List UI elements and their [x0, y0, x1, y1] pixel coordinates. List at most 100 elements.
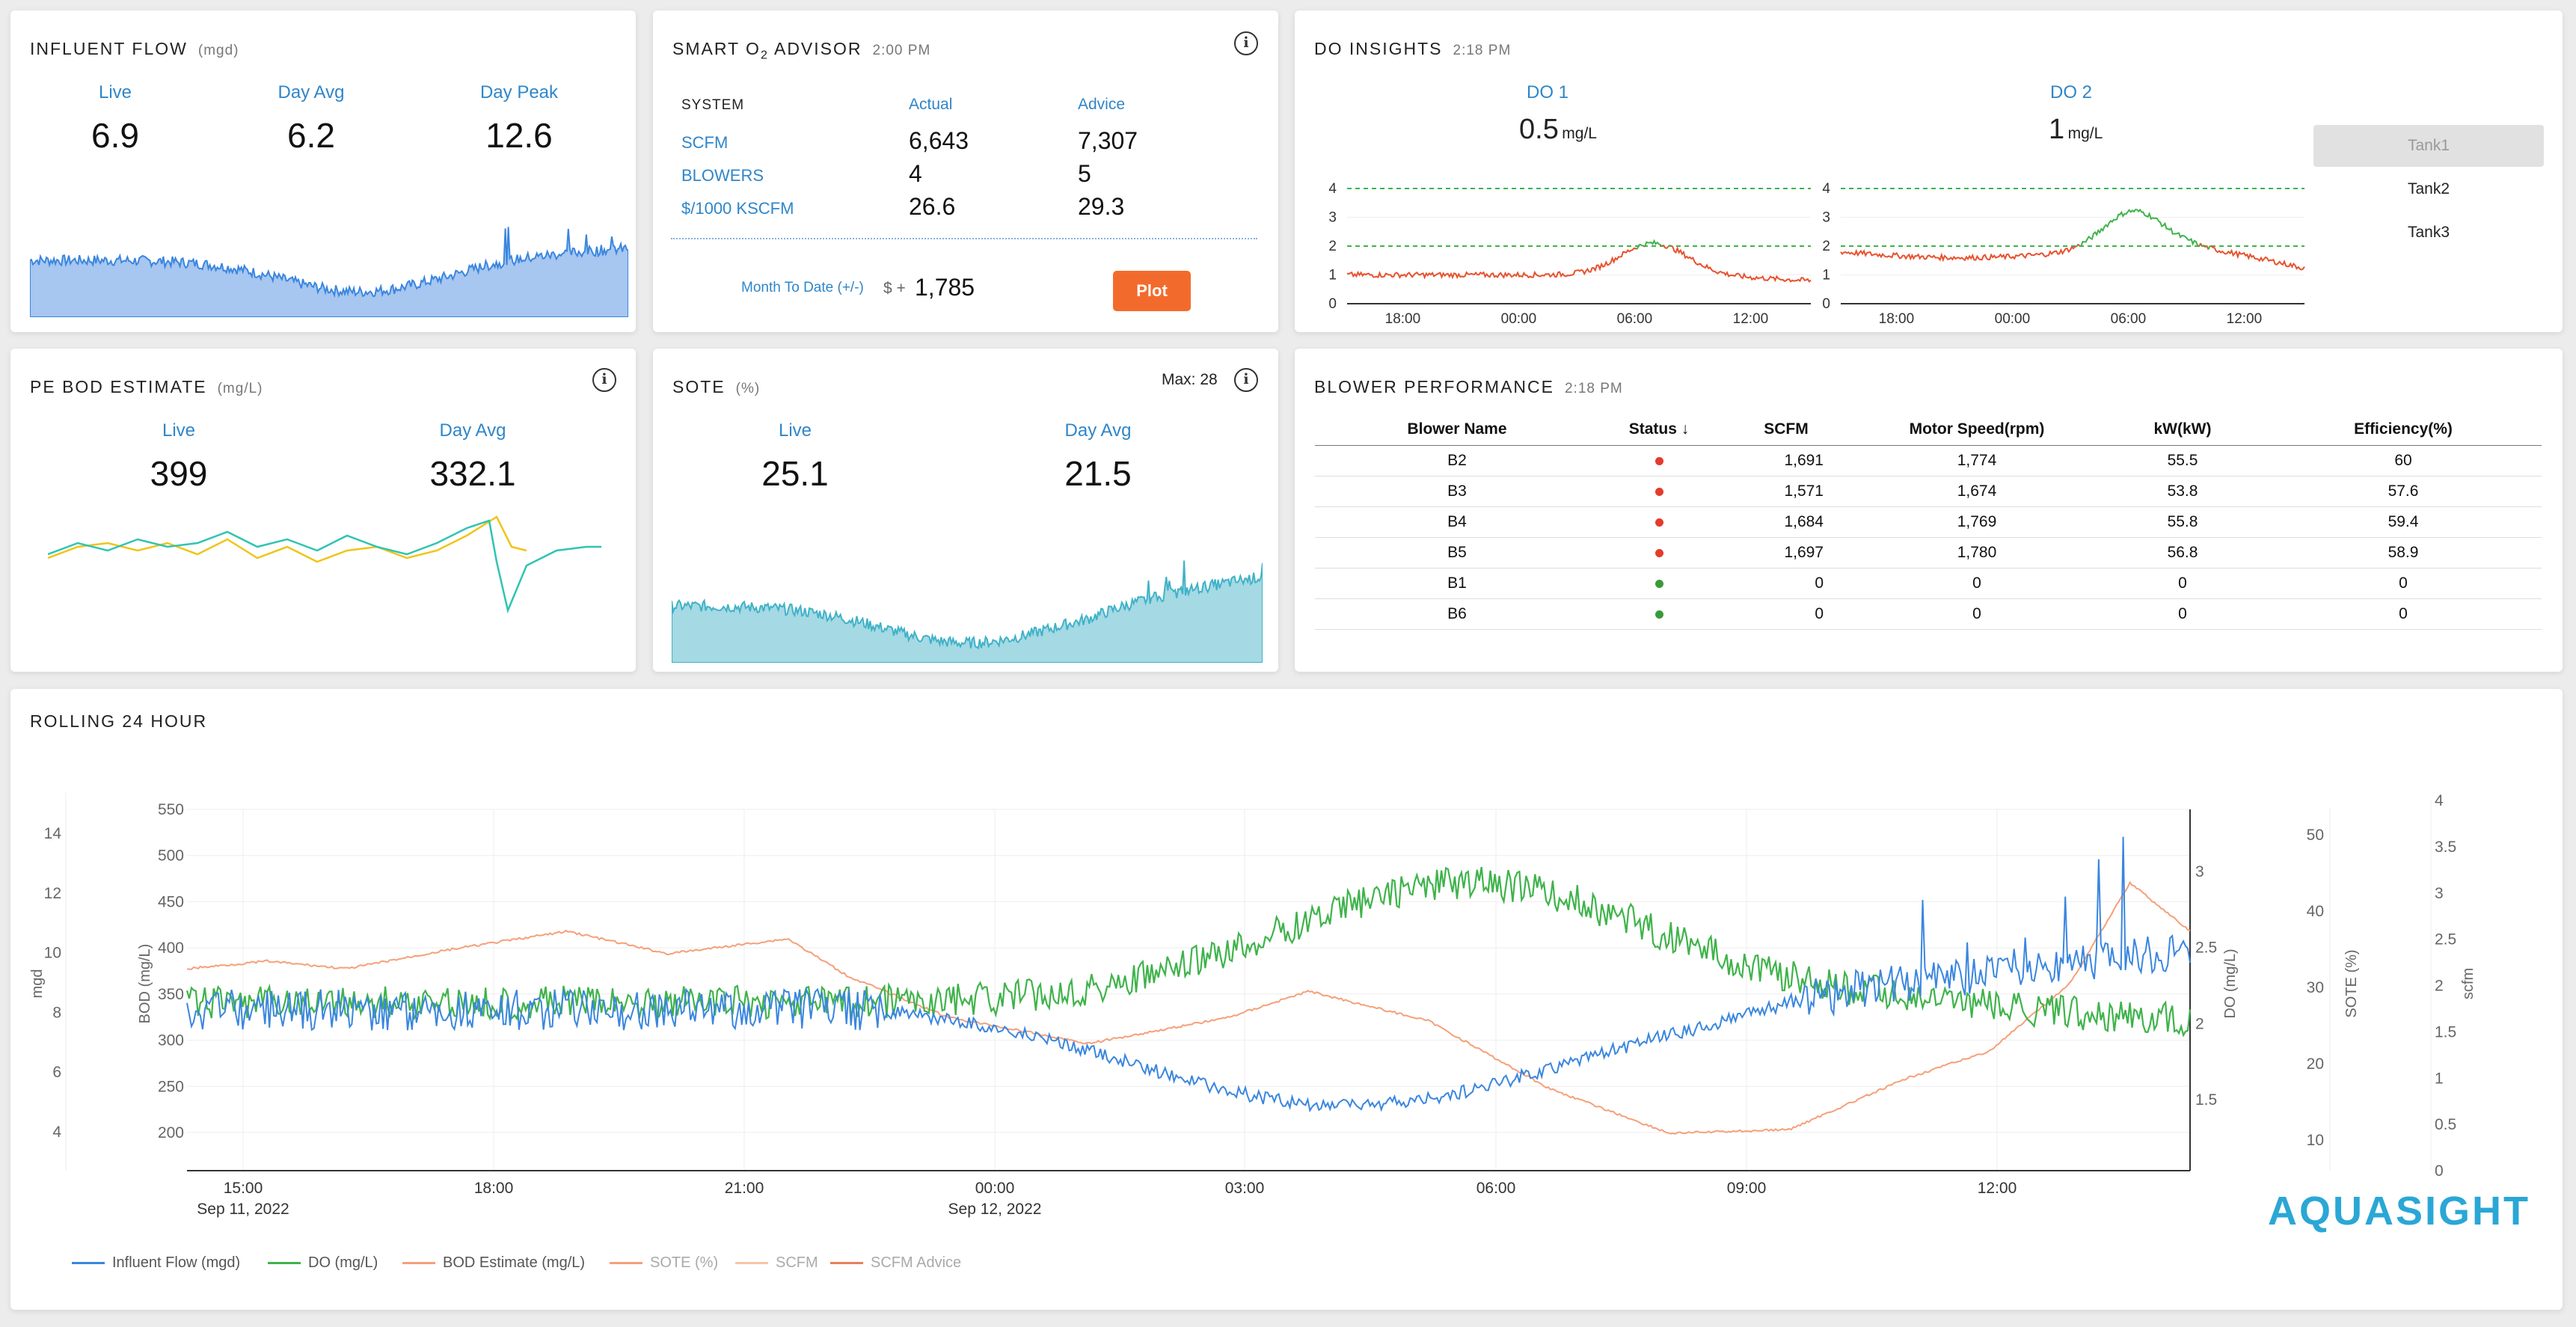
col-kw[interactable]: kW(kW) — [2100, 414, 2265, 446]
bod-tick: 500 — [158, 848, 184, 865]
do-y-tick: 3 — [1822, 210, 1830, 226]
do-insights-title: DO INSIGHTS 2:18 PM — [1314, 39, 1511, 59]
pe-bod-card: PE BOD ESTIMATE (mg/L) i Live 399 Day Avg… — [10, 349, 636, 672]
advisor-mtd-prefix: $ + — [883, 280, 906, 297]
advisor-row-advice: 7,307 — [1078, 127, 1138, 154]
legend-item[interactable]: SCFM — [735, 1254, 818, 1272]
cell-efficiency: 60 — [2265, 445, 2542, 476]
legend-swatch — [735, 1262, 768, 1265]
do-y-tick: 1 — [1822, 268, 1830, 284]
col-blower-name[interactable]: Blower Name — [1315, 414, 1599, 446]
blower-table: Blower Name Status ↓ SCFM Motor Speed(rp… — [1315, 414, 2542, 630]
col-efficiency[interactable]: Efficiency(%) — [2265, 414, 2542, 446]
influent-peak-label: Day Peak — [479, 82, 559, 102]
col-motor-speed[interactable]: Motor Speed(rpm) — [1853, 414, 2100, 446]
do-y-tick: 0 — [1328, 296, 1337, 312]
mgd-tick: 8 — [52, 1004, 61, 1021]
do2-chart: 4 3 2 1 0 18:00 00:00 06:00 12:00 — [1822, 181, 2305, 327]
cell-kw: 55.8 — [2100, 506, 2265, 538]
influent-flow-card: INFLUENT FLOW (mgd) Live 6.9 Day Avg 6.2 … — [10, 10, 636, 332]
scfm-tick: 0 — [2435, 1162, 2444, 1180]
advisor-title: SMART O2 ADVISOR 2:00 PM — [672, 39, 930, 63]
influent-avg-label: Day Avg — [277, 82, 345, 102]
advisor-mtd-label: Month To Date (+/-) — [741, 280, 864, 295]
legend-label: DO (mg/L) — [308, 1254, 378, 1271]
do2-label: DO 2 — [2050, 82, 2093, 102]
rolling-x-date: Sep 11, 2022 — [197, 1201, 289, 1218]
do-insights-card: DO INSIGHTS 2:18 PM DO 1 0.5 mg/L DO 2 1 … — [1295, 10, 2563, 332]
legend-swatch — [610, 1262, 643, 1265]
cell-status — [1599, 537, 1719, 569]
legend-item[interactable]: Influent Flow (mgd) — [72, 1254, 240, 1272]
cell-scfm: 1,691 — [1719, 445, 1853, 476]
legend-label: Influent Flow (mgd) — [112, 1254, 241, 1271]
status-dot-green — [1655, 579, 1663, 588]
blower-row: B6 0 0 0 0 — [1315, 598, 2542, 630]
legend-item[interactable]: SCFM Advice — [830, 1254, 961, 1272]
blower-row: B4 1,684 1,769 55.8 59.4 — [1315, 506, 2542, 538]
bod-info-icon[interactable]: i — [592, 368, 616, 392]
sote-title-text: SOTE — [672, 377, 726, 396]
cell-kw: 0 — [2100, 598, 2265, 630]
do-series-segment — [2209, 245, 2305, 271]
blower-table-header: Blower Name Status ↓ SCFM Motor Speed(rp… — [1315, 414, 2542, 446]
do-insights-time: 2:18 PM — [1453, 43, 1512, 58]
rolling-x-tick: 12:00 — [1978, 1180, 2017, 1197]
do-series-segment — [1670, 245, 1812, 284]
rolling-x-tick: 09:00 — [1727, 1180, 1767, 1197]
mgd-tick: 14 — [44, 825, 62, 842]
scfm-tick: 0.5 — [2435, 1116, 2456, 1133]
do-series — [185, 866, 2192, 1038]
tank1-button[interactable]: Tank1 — [2313, 125, 2544, 167]
tank2-button[interactable]: Tank2 — [2407, 180, 2450, 197]
cell-efficiency: 59.4 — [2265, 506, 2542, 538]
mgd-tick: 12 — [44, 885, 61, 902]
sote-avg-value: 21.5 — [1064, 454, 1132, 493]
legend-item[interactable]: DO (mg/L) — [268, 1254, 378, 1272]
do2-unit: mg/L — [2067, 125, 2103, 142]
plot-button[interactable]: Plot — [1113, 271, 1191, 311]
sote-sparkline — [672, 560, 1263, 663]
mgd-tick: 6 — [52, 1064, 61, 1081]
cell-efficiency: 0 — [2265, 598, 2542, 630]
sort-down-icon[interactable]: ↓ — [1681, 420, 1690, 438]
do-series-segment — [1663, 245, 1669, 249]
sote-tick: 10 — [2307, 1132, 2324, 1149]
advisor-head-actual: Actual — [909, 96, 953, 113]
do-tick: 1.5 — [2195, 1091, 2217, 1109]
advisor-info-icon[interactable]: i — [1234, 31, 1258, 55]
rolling-x-tick: 03:00 — [1225, 1180, 1265, 1197]
cell-kw: 56.8 — [2100, 537, 2265, 569]
cell-scfm: 1,697 — [1719, 537, 1853, 569]
sote-info-icon[interactable]: i — [1234, 368, 1258, 392]
blower-title-text: BLOWER PERFORMANCE — [1314, 377, 1554, 396]
influent-flow-sparkline — [30, 227, 628, 317]
influent-title-text: INFLUENT FLOW — [30, 39, 188, 58]
tank3-button[interactable]: Tank3 — [2407, 224, 2450, 241]
scfm-tick: 3 — [2435, 885, 2444, 902]
legend-item[interactable]: SOTE (%) — [610, 1254, 718, 1272]
do-series-segment — [2079, 208, 2198, 248]
cell-scfm: 0 — [1719, 568, 1853, 599]
cell-blower-name: B4 — [1315, 506, 1599, 538]
advisor-row-actual: 6,643 — [909, 127, 969, 154]
col-scfm[interactable]: SCFM — [1719, 414, 1853, 446]
sote-tick: 30 — [2307, 979, 2324, 996]
do1-unit: mg/L — [1562, 125, 1597, 142]
influent-flow-series — [186, 836, 2191, 1113]
rolling-x-date: Sep 12, 2022 — [948, 1201, 1042, 1218]
advisor-title-sub: 2 — [760, 49, 769, 62]
do-x-tick: 12:00 — [2227, 311, 2263, 327]
advisor-time: 2:00 PM — [872, 43, 931, 58]
cell-kw: 53.8 — [2100, 476, 2265, 507]
rolling-24-hour-chart: 14121086455050045040035030025020032.521.… — [29, 792, 2477, 1218]
do1-label: DO 1 — [1527, 82, 1569, 102]
sote-area — [672, 560, 1263, 663]
advisor-row-label: $/1000 KSCFM — [681, 199, 794, 218]
advisor-head-system: SYSTEM — [681, 97, 745, 113]
legend-item[interactable]: BOD Estimate (mg/L) — [402, 1254, 585, 1272]
sote-unit: (%) — [735, 381, 761, 396]
bod-live-value: 399 — [150, 454, 208, 493]
advisor-title-post: ADVISOR — [768, 39, 862, 58]
col-status[interactable]: Status ↓ — [1599, 414, 1719, 446]
